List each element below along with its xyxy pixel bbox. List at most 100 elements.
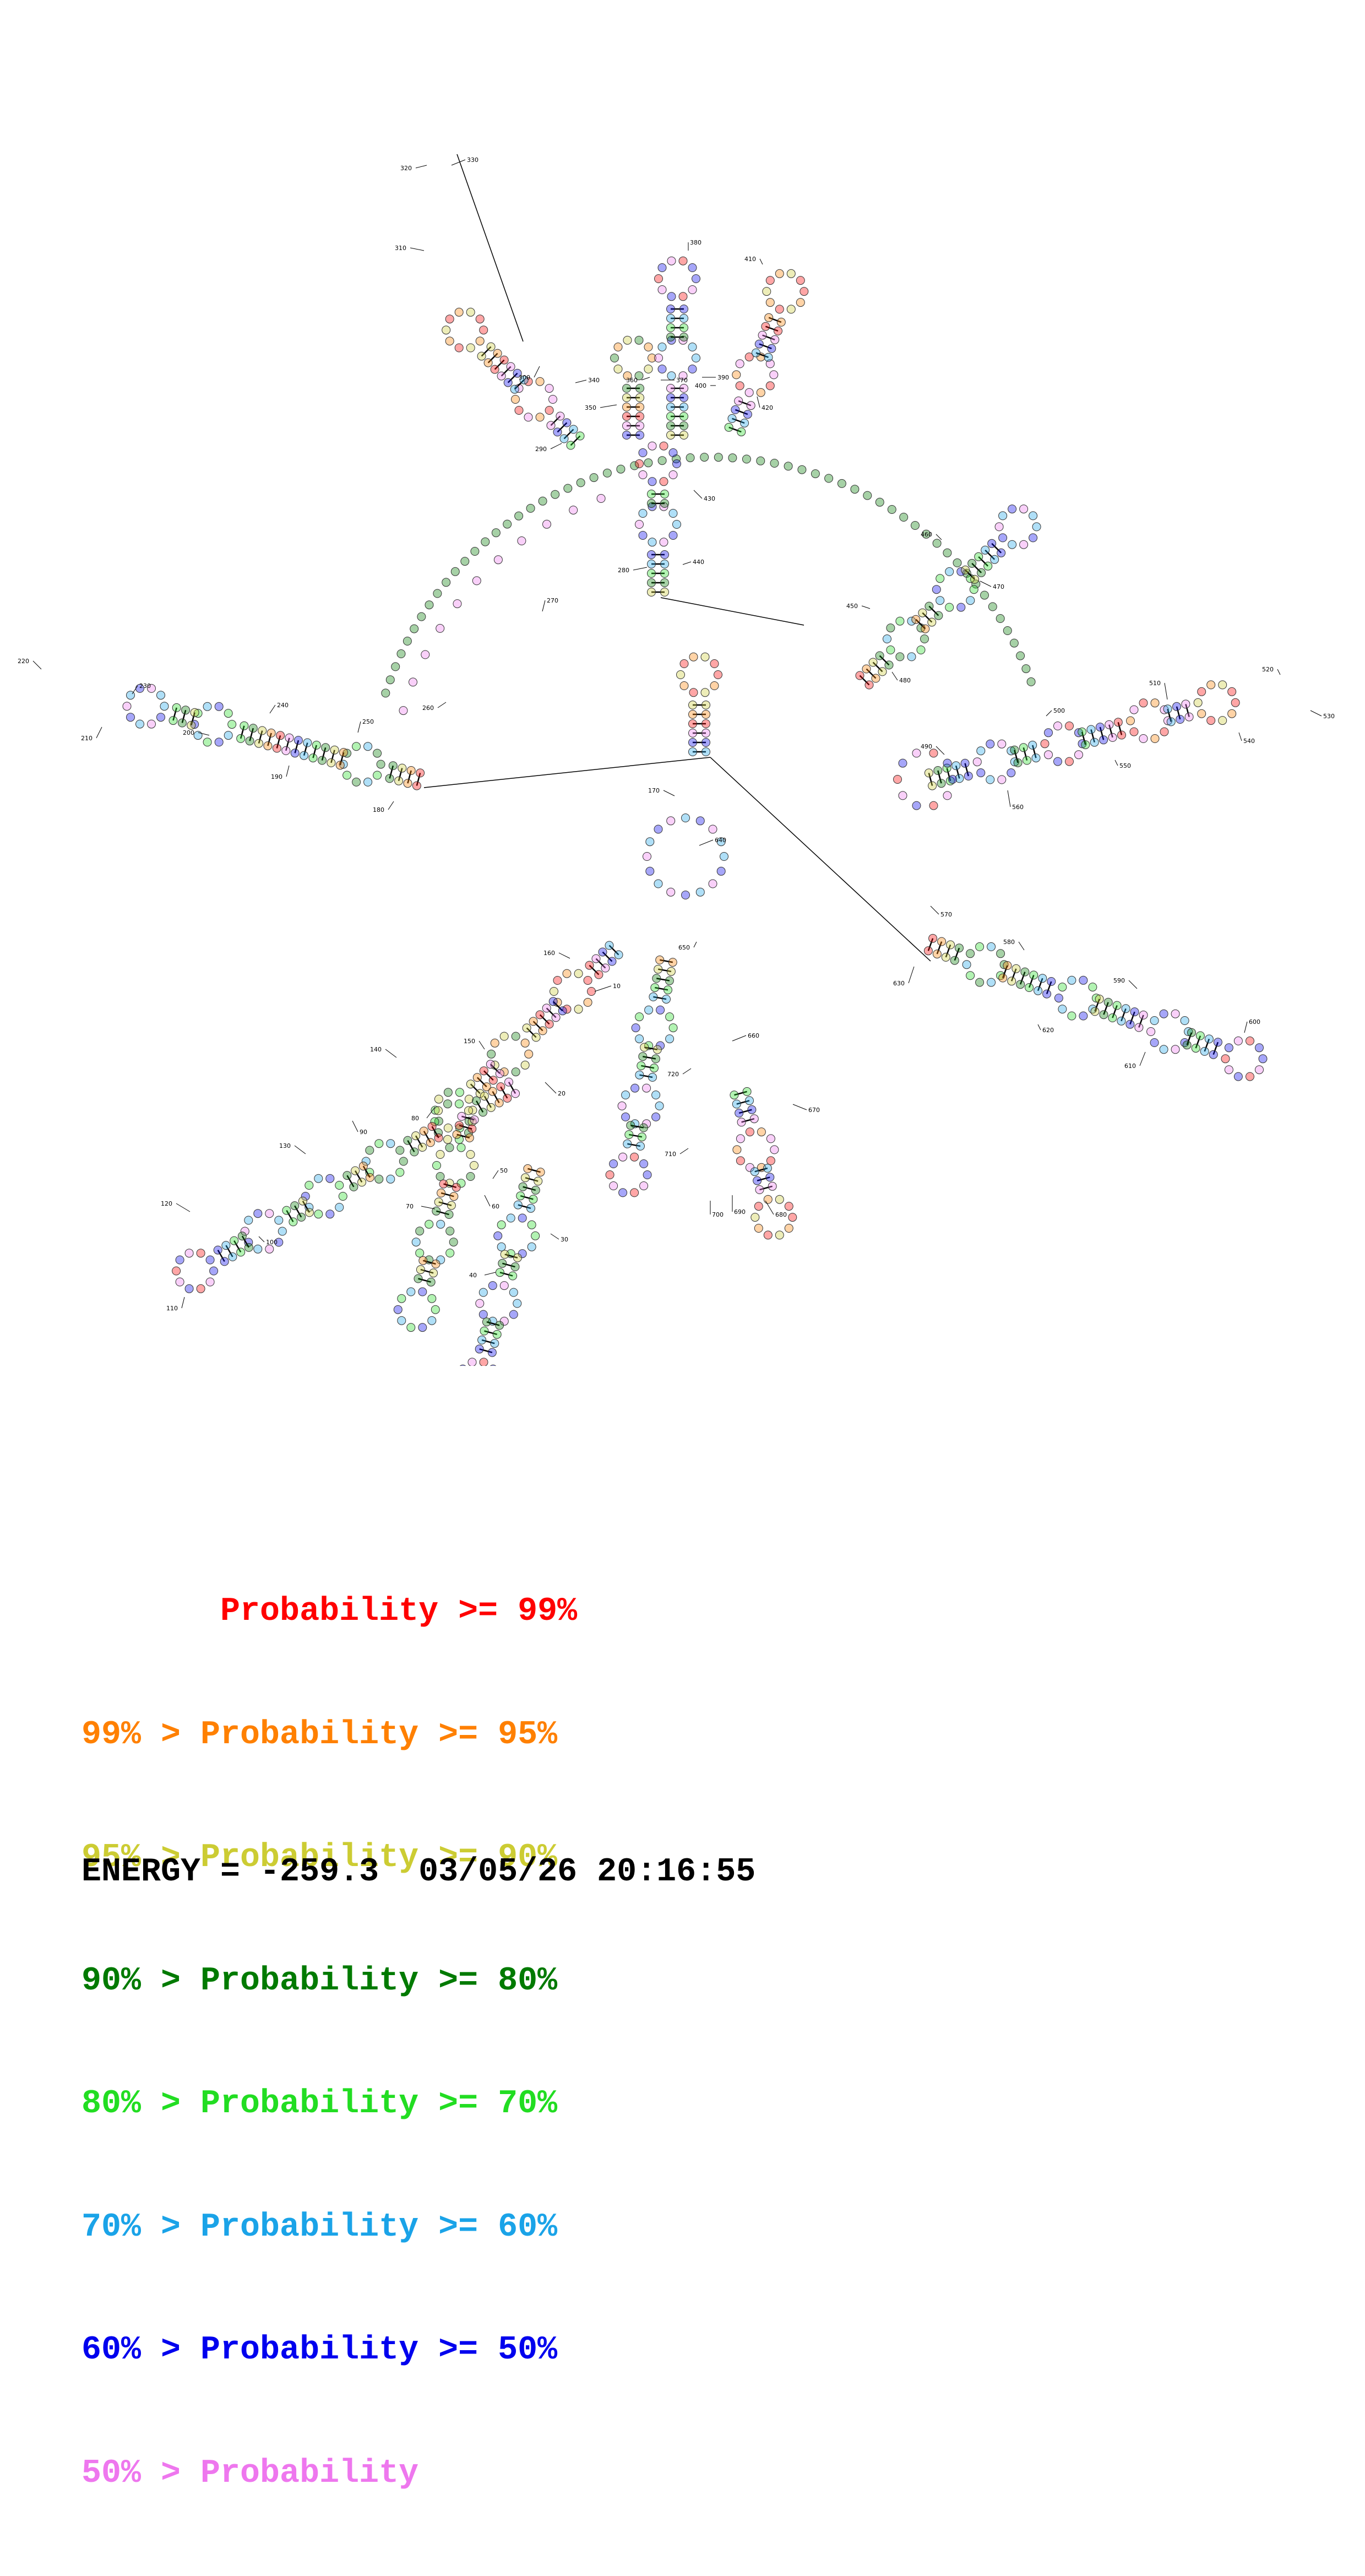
nucleotide: [770, 1145, 779, 1154]
nucleotide: [701, 719, 710, 728]
nucleotide: [1011, 964, 1021, 973]
nucleotide: [418, 1142, 427, 1152]
number-tick: [1310, 710, 1322, 717]
nucleotide: [529, 1195, 538, 1204]
nucleotide: [1121, 1004, 1130, 1013]
nucleotide: [470, 547, 480, 556]
nucleotide: [638, 509, 648, 518]
nucleotide: [969, 585, 978, 594]
nucleotide: [205, 1277, 215, 1287]
backbone-line: [643, 1055, 656, 1060]
nucleotide: [574, 1005, 583, 1014]
backbone-line: [1129, 1011, 1135, 1025]
number-tick: [1164, 682, 1168, 700]
nucleotide: [403, 779, 412, 788]
nucleotide: [449, 1238, 458, 1247]
nucleotide: [475, 1344, 484, 1354]
nucleotide: [386, 1174, 395, 1184]
nucleotide: [784, 462, 793, 471]
legend-row-50: 60% > Probability >= 50%: [81, 2331, 558, 2369]
nucleotide: [679, 384, 688, 393]
nucleotide: [666, 403, 675, 411]
number-tick: [930, 905, 939, 915]
legend-row-60: 70% > Probability >= 60%: [81, 2208, 558, 2246]
nucleotide: [472, 1096, 481, 1105]
nucleotide: [1103, 997, 1113, 1007]
nucleotide: [886, 646, 895, 654]
nucleotide: [689, 652, 698, 661]
nucleotide: [770, 335, 780, 344]
nucleotide: [509, 1310, 518, 1319]
nucleotide: [434, 1133, 443, 1142]
nucleotide: [1078, 727, 1087, 736]
nucleotide: [623, 371, 632, 381]
nucleotide-number-label: 60: [492, 1203, 499, 1210]
nucleotide: [1099, 735, 1108, 745]
nucleotide: [1227, 687, 1237, 696]
nucleotide: [679, 421, 688, 430]
backbone-line: [915, 619, 926, 630]
number-tick: [633, 567, 648, 571]
nucleotide: [475, 1089, 485, 1098]
backbone-line: [172, 707, 177, 721]
nucleotide: [617, 1101, 627, 1110]
nucleotide: [672, 520, 681, 529]
nucleotide: [672, 459, 681, 468]
nucleotide: [431, 1105, 440, 1115]
number-tick: [492, 1170, 499, 1179]
nucleotide: [990, 555, 999, 564]
nucleotide: [1003, 961, 1012, 970]
backbone-line: [928, 773, 933, 786]
nucleotide: [618, 1152, 628, 1162]
nucleotide-number-label: 30: [561, 1236, 568, 1243]
nucleotide: [436, 1172, 445, 1181]
backbone-line: [490, 1064, 501, 1075]
number-tick: [1046, 710, 1052, 717]
nucleotide: [1112, 1001, 1122, 1010]
nucleotide: [943, 791, 952, 800]
number-tick: [1037, 1024, 1041, 1031]
nucleotide-number-label: 580: [1003, 939, 1015, 946]
nucleotide: [981, 545, 990, 555]
nucleotide: [647, 569, 656, 578]
nucleotide: [922, 529, 931, 539]
nucleotide: [1139, 1010, 1148, 1019]
backbone-line: [436, 1210, 449, 1216]
nucleotide: [1054, 994, 1063, 1003]
backbone-line: [355, 1170, 363, 1183]
nucleotide: [871, 674, 880, 683]
backbone-line: [928, 605, 939, 616]
number-tick: [693, 941, 697, 948]
nucleotide: [447, 1201, 456, 1210]
nucleotide-number-label: 280: [618, 567, 629, 574]
nucleotide: [688, 719, 697, 728]
nucleotide: [427, 1316, 437, 1325]
nucleotide: [659, 441, 668, 451]
nucleotide-number-label: 80: [411, 1115, 419, 1122]
nucleotide: [497, 1220, 506, 1229]
nucleotide: [648, 441, 657, 451]
nucleotide: [1166, 717, 1176, 726]
nucleotide: [1181, 699, 1190, 709]
nucleotide: [932, 950, 942, 959]
nucleotide: [763, 1195, 773, 1204]
nucleotide: [980, 590, 989, 600]
nucleotide: [660, 490, 669, 498]
nucleotide: [987, 539, 997, 548]
nucleotide: [752, 348, 760, 357]
nucleotide: [667, 256, 676, 265]
nucleotide: [1125, 1019, 1135, 1029]
nucleotide: [864, 680, 874, 690]
nucleotide: [409, 677, 417, 687]
nucleotide: [1074, 750, 1083, 760]
nucleotide: [1184, 712, 1194, 722]
nucleotide: [638, 448, 648, 457]
nucleotide: [196, 1284, 205, 1293]
nucleotide: [701, 710, 710, 719]
nucleotide: [436, 1150, 445, 1159]
nucleotide: [278, 1227, 287, 1236]
backbone-line: [710, 757, 931, 962]
nucleotide: [598, 947, 607, 957]
nucleotide: [796, 298, 805, 307]
number-tick: [385, 1049, 397, 1058]
